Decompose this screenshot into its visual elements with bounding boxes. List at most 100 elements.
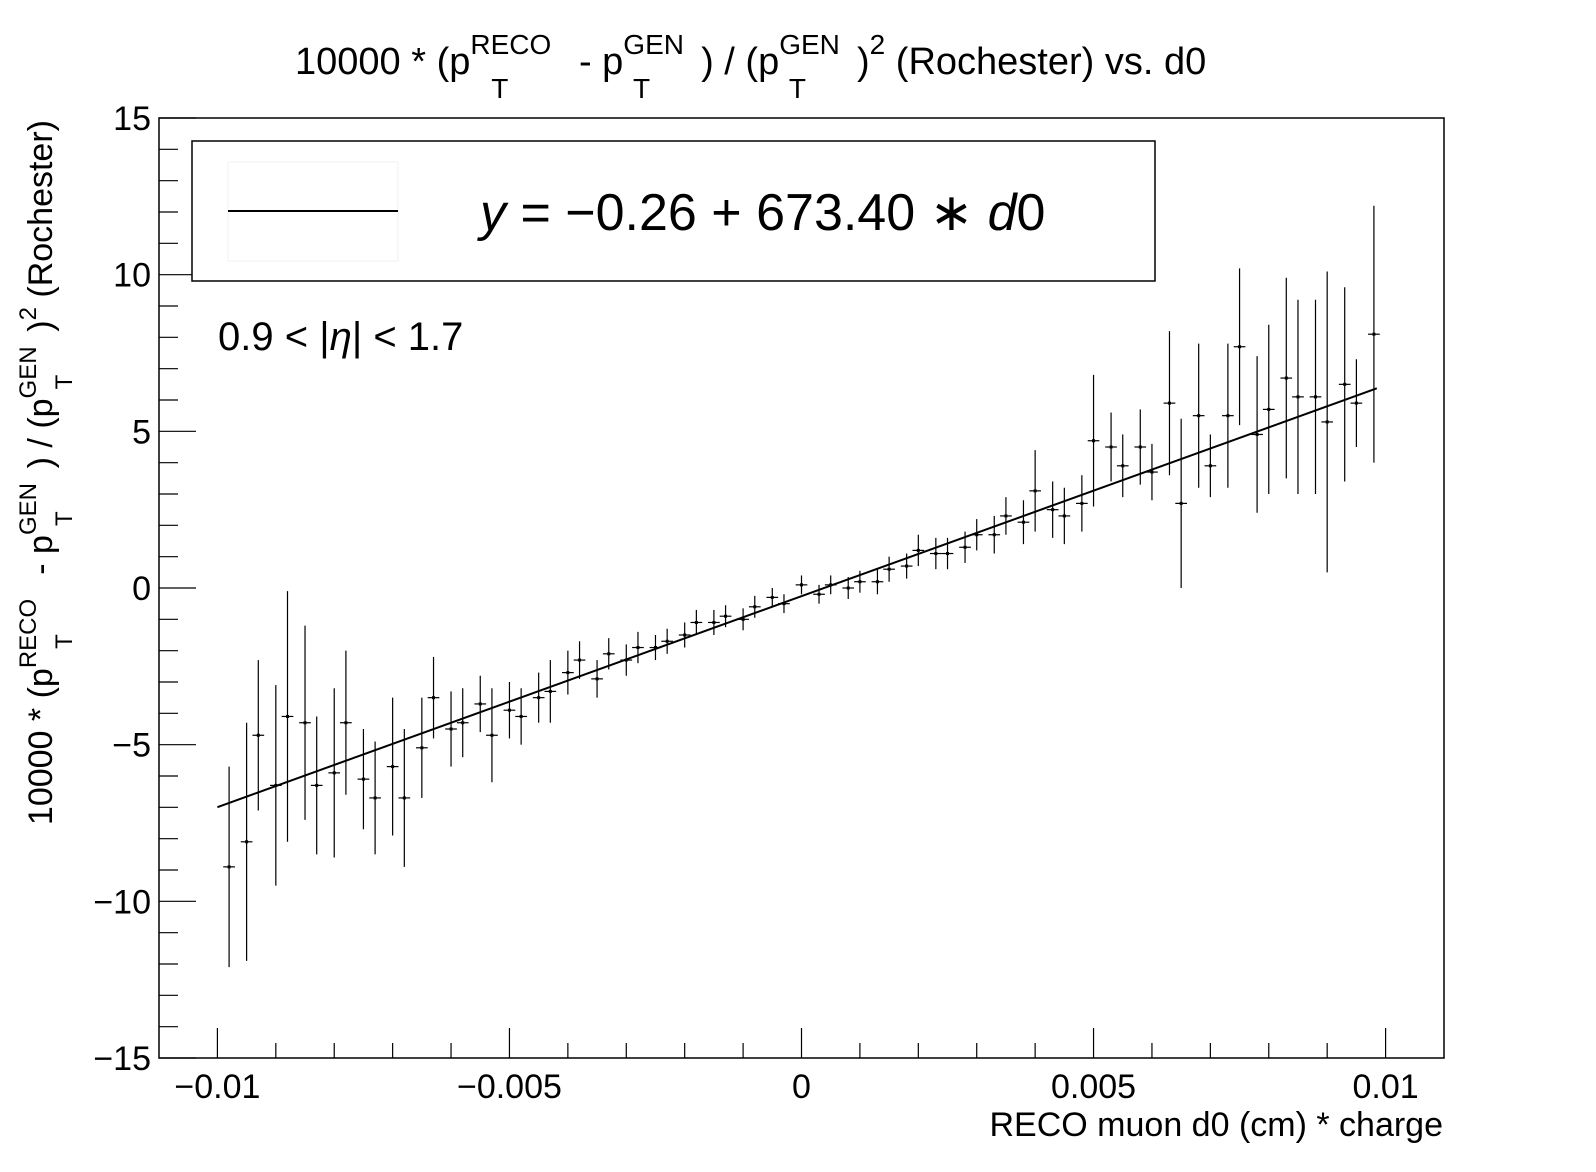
data-point <box>398 729 411 867</box>
point-marker <box>1255 432 1259 436</box>
point-marker <box>1208 464 1212 468</box>
data-point <box>824 575 837 595</box>
y-tick-label: 10 <box>113 257 151 295</box>
point-marker <box>887 567 891 571</box>
data-point <box>1192 343 1205 488</box>
data-point <box>813 584 825 604</box>
point-marker <box>1138 445 1142 449</box>
point-marker <box>636 646 640 650</box>
data-point <box>474 675 487 733</box>
point-marker <box>846 586 850 590</box>
point-marker <box>391 765 395 769</box>
data-point <box>883 556 895 582</box>
data-point <box>620 644 633 676</box>
data-point <box>1058 487 1071 545</box>
legend: y = −0.26 + 673.40 ∗ d0 <box>191 140 1156 282</box>
data-point <box>340 650 352 795</box>
data-point <box>1029 450 1041 532</box>
point-marker <box>361 777 365 781</box>
data-point <box>795 575 808 595</box>
point-marker <box>256 733 260 737</box>
data-point <box>427 656 440 739</box>
data-point <box>1105 412 1117 482</box>
data-point <box>941 537 954 570</box>
data-point <box>515 688 527 745</box>
data-point <box>871 569 884 595</box>
point-marker <box>286 714 289 718</box>
data-point <box>1321 271 1334 573</box>
point-marker <box>724 614 728 618</box>
point-marker <box>607 652 611 656</box>
data-point <box>988 515 1001 554</box>
point-marker <box>1238 345 1242 349</box>
x-tick-label: 0.01 <box>1352 1068 1418 1106</box>
data-point <box>854 570 866 593</box>
data-point <box>1076 475 1088 532</box>
point-marker <box>1343 382 1347 386</box>
data-point <box>1233 268 1246 426</box>
point-marker <box>934 552 938 556</box>
data-point <box>930 537 942 570</box>
data-point <box>1000 497 1012 535</box>
data-point <box>1262 324 1275 494</box>
point-marker <box>332 771 336 775</box>
point-marker <box>1296 395 1300 399</box>
point-marker <box>519 714 523 718</box>
data-point <box>369 741 381 855</box>
point-marker <box>905 564 909 568</box>
data-point <box>1309 299 1322 494</box>
data-point <box>532 672 545 723</box>
x-tick-label: −0.01 <box>174 1068 260 1106</box>
data-point <box>1280 277 1293 479</box>
data-point <box>970 519 983 551</box>
data-point <box>719 605 732 628</box>
point-marker <box>566 671 570 675</box>
data-point <box>1134 409 1147 485</box>
fit-line <box>217 387 1378 809</box>
point-marker <box>1325 420 1329 424</box>
data-point <box>708 609 720 635</box>
data-point <box>748 595 761 618</box>
point-marker <box>800 583 803 587</box>
point-marker <box>712 620 716 624</box>
data-point <box>1350 359 1363 447</box>
point-marker <box>315 783 319 787</box>
point-marker <box>227 865 231 869</box>
data-point <box>1251 356 1263 513</box>
point-marker <box>461 721 465 725</box>
point-marker <box>373 796 377 800</box>
data-point <box>1163 331 1176 476</box>
data-point <box>1204 434 1217 498</box>
data-point <box>842 577 855 599</box>
point-marker <box>1372 332 1376 336</box>
point-marker <box>1284 376 1288 380</box>
point-marker <box>478 702 482 706</box>
point-marker <box>1179 501 1183 505</box>
point-marker <box>507 708 511 712</box>
point-marker <box>817 592 821 596</box>
point-marker <box>653 646 657 650</box>
point-marker <box>963 545 967 549</box>
point-marker <box>402 796 406 800</box>
point-marker <box>782 602 786 606</box>
point-marker <box>992 533 996 537</box>
y-axis-label: 10000 * (pRECO T - pGEN T) / (pGEN T)2 (Roc… <box>15 120 78 825</box>
y-axis: −15 −10 −5 0 5 10 15 <box>93 100 196 1078</box>
data-point <box>503 682 516 739</box>
data-point <box>959 531 971 563</box>
point-marker <box>420 746 424 750</box>
data-point <box>602 638 615 670</box>
data-point <box>778 594 790 614</box>
x-tick-label: 0 <box>792 1068 811 1106</box>
data-point <box>1338 287 1351 482</box>
data-point <box>573 641 586 679</box>
data-point <box>591 660 603 698</box>
point-marker <box>1092 439 1096 443</box>
point-marker <box>1167 401 1171 405</box>
point-marker <box>1109 445 1113 449</box>
y-tick-label: 0 <box>132 570 151 608</box>
data-point <box>386 697 399 836</box>
data-points <box>223 205 1380 968</box>
data-point <box>1046 481 1059 538</box>
